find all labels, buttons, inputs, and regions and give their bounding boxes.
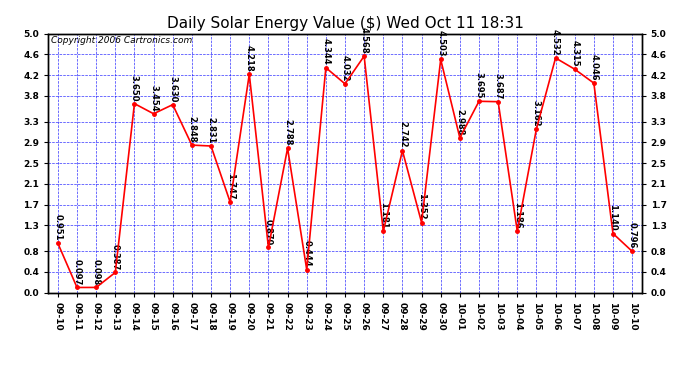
Text: 4.568: 4.568 — [359, 27, 368, 54]
Text: 3.695: 3.695 — [475, 72, 484, 99]
Text: 2.831: 2.831 — [206, 117, 215, 143]
Text: 2.988: 2.988 — [455, 109, 464, 135]
Text: 2.848: 2.848 — [188, 116, 197, 142]
Text: 3.687: 3.687 — [493, 73, 502, 99]
Text: 1.181: 1.181 — [379, 202, 388, 229]
Text: 1.186: 1.186 — [513, 202, 522, 228]
Text: 4.344: 4.344 — [322, 39, 331, 65]
Text: 4.032: 4.032 — [340, 55, 350, 81]
Text: 0.097: 0.097 — [72, 259, 81, 285]
Text: 2.742: 2.742 — [398, 122, 407, 148]
Text: 1.140: 1.140 — [609, 204, 618, 231]
Text: 4.218: 4.218 — [245, 45, 254, 72]
Text: 0.098: 0.098 — [92, 259, 101, 285]
Text: 3.162: 3.162 — [532, 100, 541, 126]
Text: 0.870: 0.870 — [264, 219, 273, 245]
Text: 3.630: 3.630 — [168, 76, 177, 102]
Text: 0.387: 0.387 — [111, 244, 120, 270]
Text: 4.046: 4.046 — [589, 54, 598, 81]
Text: 0.796: 0.796 — [628, 222, 637, 249]
Text: 1.352: 1.352 — [417, 194, 426, 220]
Text: 1.747: 1.747 — [226, 173, 235, 200]
Text: 4.315: 4.315 — [570, 40, 579, 67]
Text: 3.650: 3.650 — [130, 75, 139, 101]
Text: 4.503: 4.503 — [436, 30, 445, 57]
Title: Daily Solar Energy Value ($) Wed Oct 11 18:31: Daily Solar Energy Value ($) Wed Oct 11 … — [166, 16, 524, 31]
Text: 0.951: 0.951 — [53, 214, 62, 241]
Text: 0.444: 0.444 — [302, 240, 311, 267]
Text: 2.788: 2.788 — [283, 119, 292, 146]
Text: Copyright 2006 Cartronics.com: Copyright 2006 Cartronics.com — [51, 36, 193, 45]
Text: 3.454: 3.454 — [149, 84, 158, 111]
Text: 4.532: 4.532 — [551, 29, 560, 56]
